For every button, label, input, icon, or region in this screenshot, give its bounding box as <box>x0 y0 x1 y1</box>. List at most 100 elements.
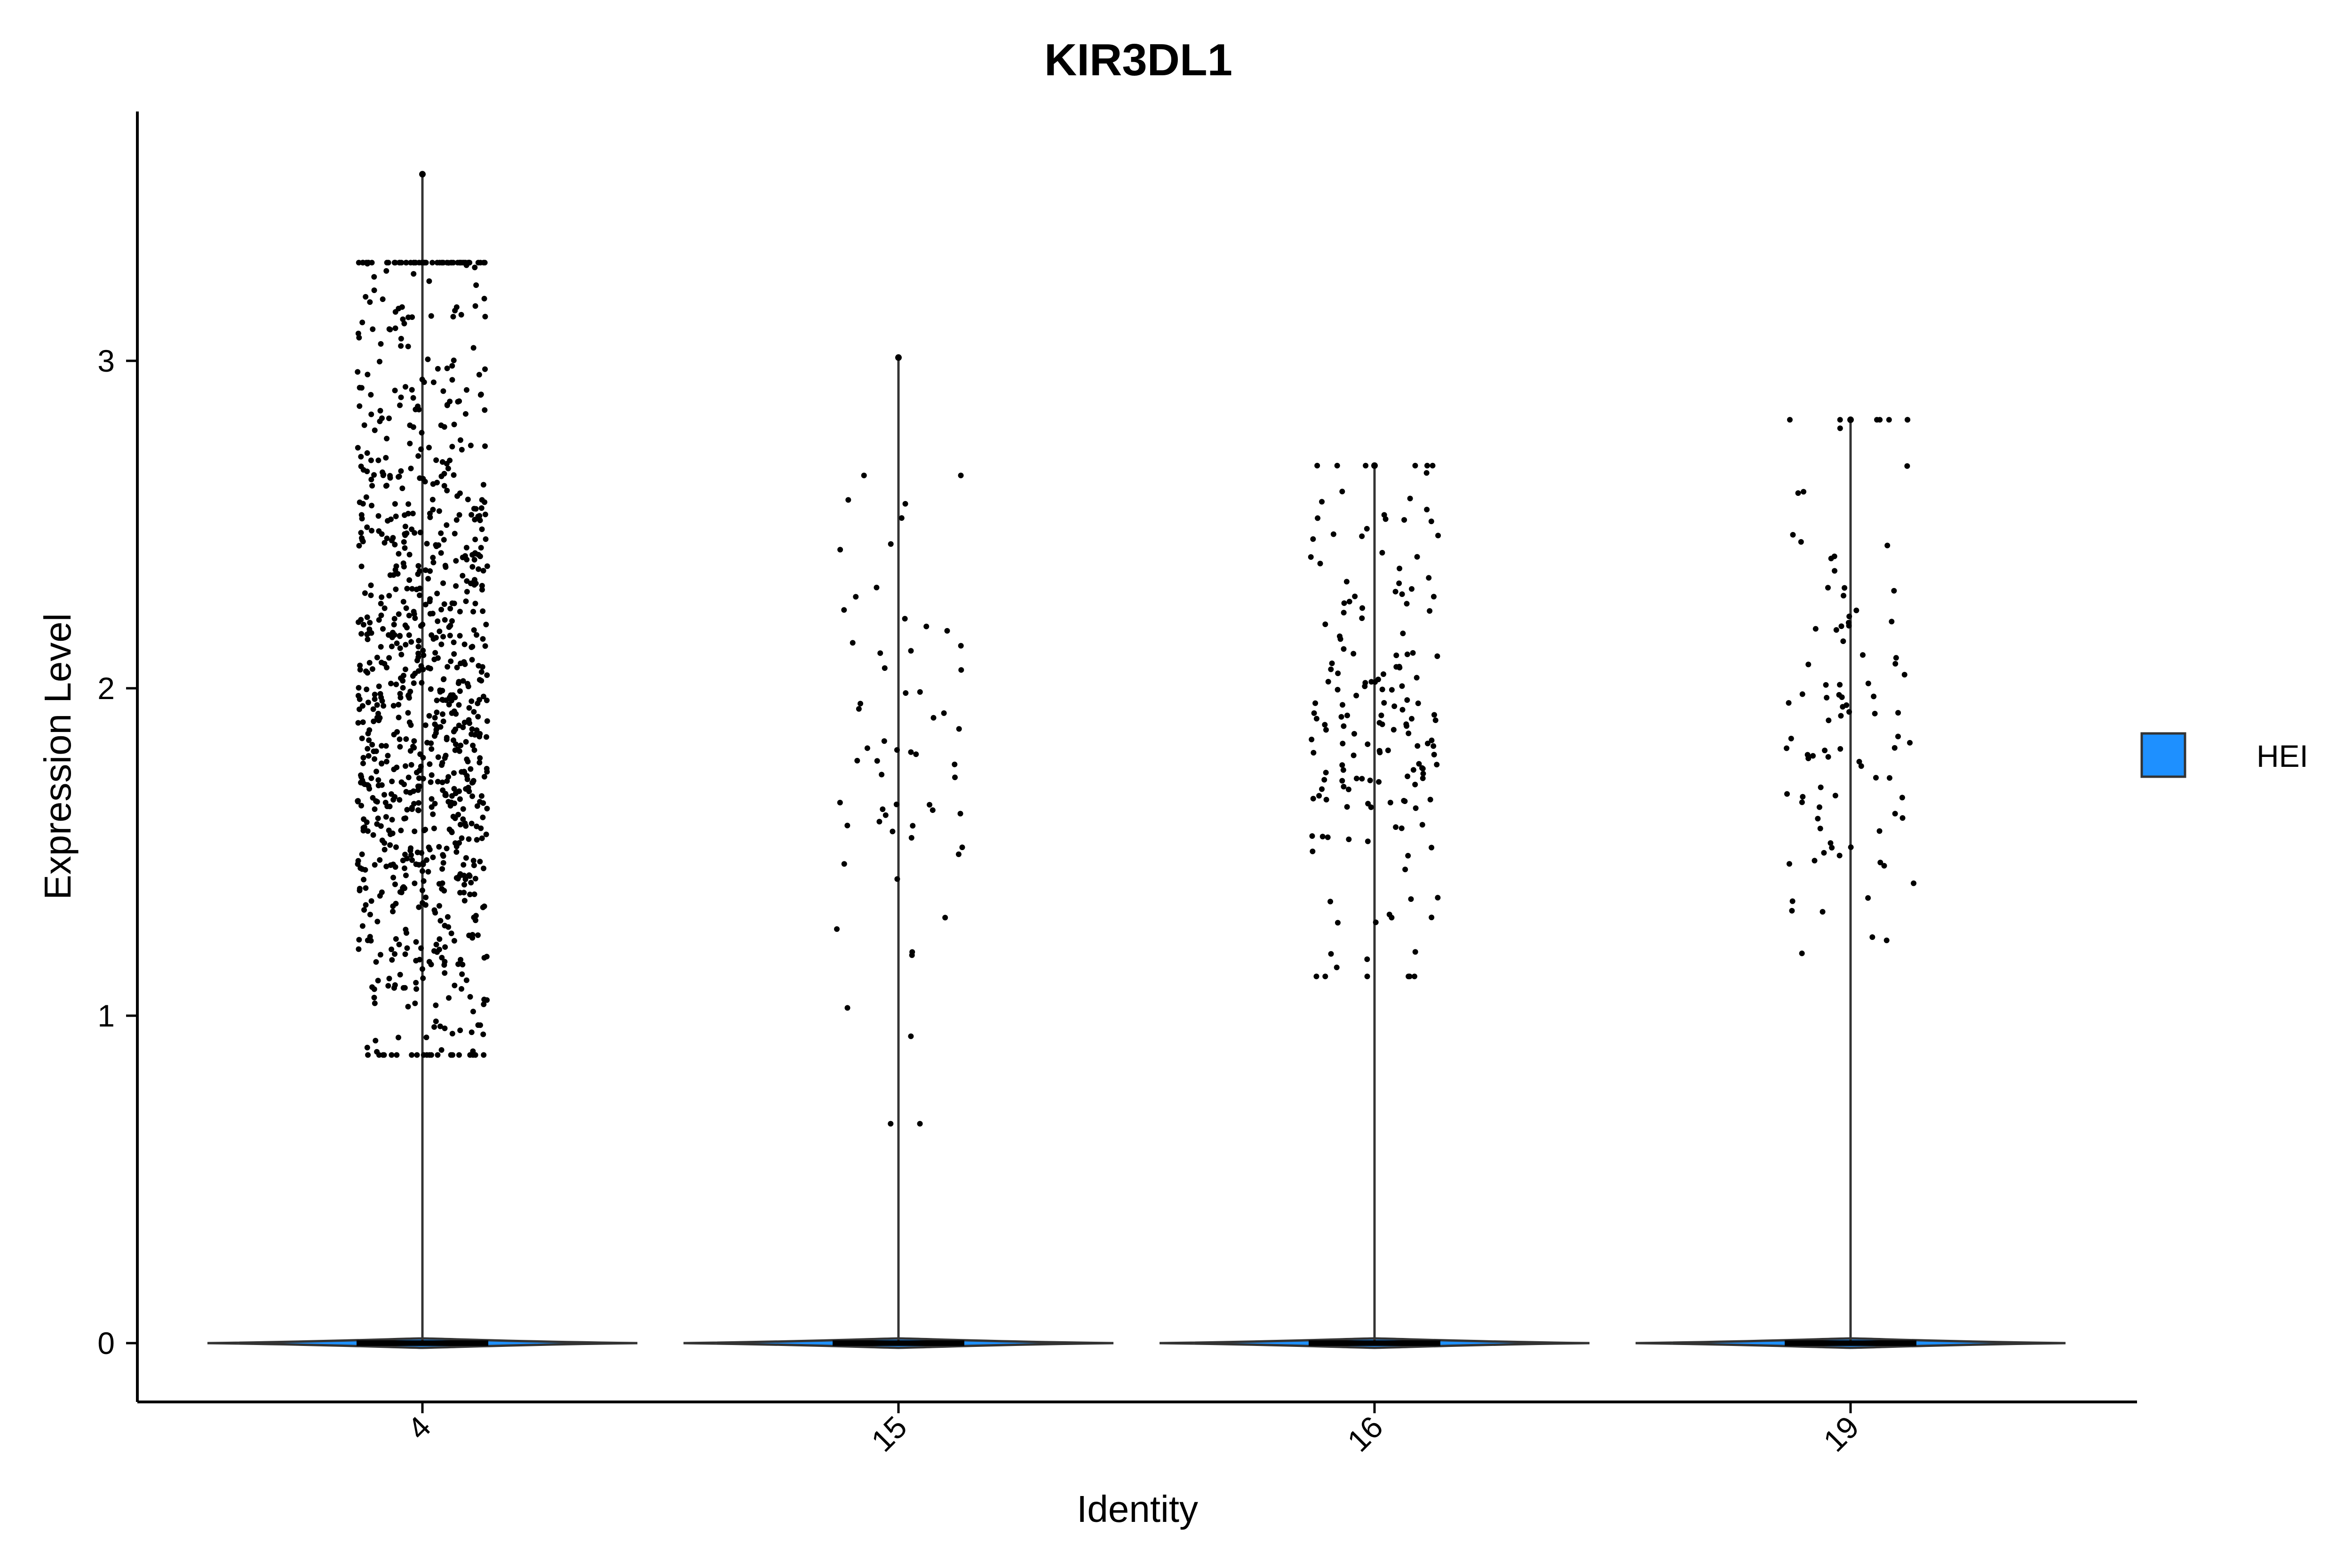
data-point <box>451 651 457 657</box>
data-point <box>1836 852 1843 859</box>
data-point <box>1309 736 1315 742</box>
data-point <box>356 543 362 549</box>
data-point <box>478 545 484 551</box>
data-point <box>356 946 362 952</box>
data-point <box>484 769 490 775</box>
data-point <box>378 644 384 650</box>
data-point <box>471 627 477 633</box>
data-point <box>361 816 367 822</box>
data-point <box>365 746 371 752</box>
data-point <box>1886 417 1892 423</box>
data-point <box>404 945 410 951</box>
data-point <box>482 366 488 372</box>
data-point <box>1343 579 1350 585</box>
data-point <box>1337 636 1343 642</box>
data-point <box>451 728 457 734</box>
data-point <box>1399 683 1405 689</box>
data-point <box>472 536 478 542</box>
data-point <box>1877 417 1883 423</box>
data-point <box>1828 840 1834 846</box>
data-point <box>449 600 455 606</box>
data-point <box>482 443 488 449</box>
data-point <box>356 619 362 625</box>
data-point <box>446 701 452 708</box>
data-point <box>1399 591 1405 597</box>
data-point <box>1429 737 1435 743</box>
data-point <box>405 774 412 780</box>
data-point <box>457 490 463 496</box>
data-point <box>1310 796 1316 802</box>
data-point <box>438 530 444 536</box>
data-point <box>452 840 458 846</box>
zero-points-15 <box>833 1340 964 1346</box>
data-point <box>392 387 398 393</box>
data-point <box>440 634 446 640</box>
data-point <box>1413 805 1419 811</box>
data-point <box>396 701 402 708</box>
data-point <box>1804 752 1811 758</box>
data-point <box>472 876 478 882</box>
data-point <box>1881 863 1887 869</box>
data-point <box>418 623 424 629</box>
data-point <box>355 692 361 699</box>
data-point <box>439 880 445 886</box>
data-point <box>373 768 380 774</box>
data-point <box>1415 700 1421 706</box>
data-point <box>1309 833 1315 839</box>
data-point <box>416 775 422 781</box>
data-point <box>1826 717 1832 724</box>
data-point <box>378 612 384 618</box>
data-point <box>457 890 463 896</box>
data-point <box>893 801 899 807</box>
data-point <box>442 617 448 623</box>
data-point <box>468 880 474 886</box>
data-point <box>1823 682 1829 688</box>
data-point <box>438 473 445 479</box>
data-point <box>1430 462 1436 469</box>
data-point <box>372 427 378 433</box>
data-point <box>448 658 454 664</box>
data-point <box>1414 675 1420 681</box>
data-point <box>388 862 394 868</box>
data-point <box>394 764 400 771</box>
data-point <box>442 755 448 761</box>
data-point <box>398 890 405 896</box>
data-point <box>434 590 440 597</box>
data-point <box>1402 798 1408 804</box>
data-point <box>372 692 378 698</box>
data-point <box>357 662 363 669</box>
data-point <box>476 663 482 669</box>
data-point <box>369 666 375 672</box>
data-point <box>1846 613 1852 620</box>
data-point <box>464 589 470 595</box>
data-point <box>1340 767 1346 773</box>
data-point <box>365 828 371 834</box>
data-point <box>1893 655 1899 661</box>
data-point <box>453 583 459 589</box>
data-point <box>396 305 402 311</box>
data-point <box>1344 712 1351 718</box>
data-point <box>359 319 366 326</box>
data-point <box>439 955 445 961</box>
data-point <box>375 978 381 984</box>
data-point <box>1432 717 1438 723</box>
data-point <box>440 697 446 703</box>
data-point <box>449 363 455 369</box>
data-point <box>1323 770 1329 776</box>
data-point <box>444 845 450 852</box>
data-point <box>402 763 408 769</box>
data-point <box>372 756 378 762</box>
data-point <box>1410 650 1416 656</box>
data-point <box>359 851 365 857</box>
data-point <box>853 594 859 600</box>
data-point <box>864 745 870 751</box>
data-point <box>358 803 365 809</box>
data-point <box>888 1121 894 1127</box>
data-point <box>1376 779 1382 785</box>
data-point <box>456 1052 462 1058</box>
data-point <box>1351 752 1357 758</box>
data-point <box>1351 731 1357 737</box>
data-point <box>393 586 399 592</box>
data-point <box>1429 915 1435 921</box>
data-point <box>1363 462 1369 469</box>
